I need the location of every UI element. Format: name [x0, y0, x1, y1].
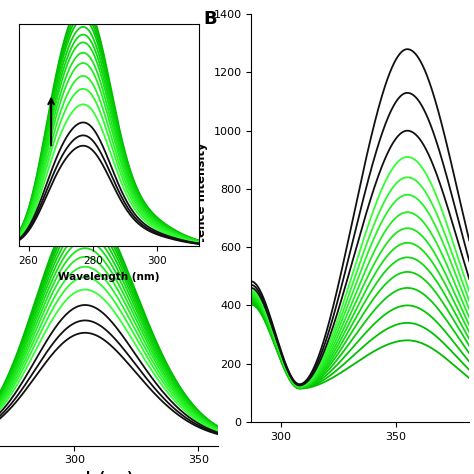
Y-axis label: Fluorescence Intensity: Fluorescence Intensity — [195, 143, 208, 293]
X-axis label: h (nm): h (nm) — [86, 471, 132, 474]
Text: B: B — [203, 10, 217, 28]
X-axis label: Wavelength (nm): Wavelength (nm) — [58, 272, 160, 282]
